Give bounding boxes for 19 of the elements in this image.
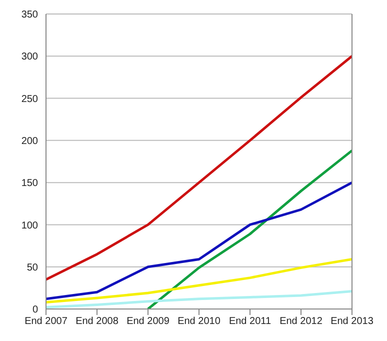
- y-tick-label: 250: [21, 94, 38, 105]
- x-tick-label: End 2008: [76, 316, 119, 328]
- line-series: [146, 149, 352, 309]
- x-tick-label: End 2007: [24, 316, 68, 328]
- y-tick-label: 50: [26, 262, 38, 274]
- y-tick-label: 200: [21, 136, 38, 147]
- y-tick-label: 350: [21, 10, 38, 21]
- x-tick-label: End 2009: [126, 316, 170, 328]
- line-series: [46, 181, 352, 300]
- y-tick-label: 0: [32, 304, 38, 316]
- x-tick-label: End 2013: [330, 316, 374, 328]
- x-tick-label: End 2012: [280, 316, 323, 328]
- y-tick-label: 150: [21, 178, 38, 190]
- y-tick-label: 300: [21, 52, 38, 63]
- y-tick-label: 100: [21, 220, 38, 232]
- line-series: [46, 54, 352, 281]
- x-tick-label: End 2010: [178, 316, 221, 328]
- x-tick-label: End 2011: [228, 316, 272, 328]
- line-series: [46, 258, 352, 304]
